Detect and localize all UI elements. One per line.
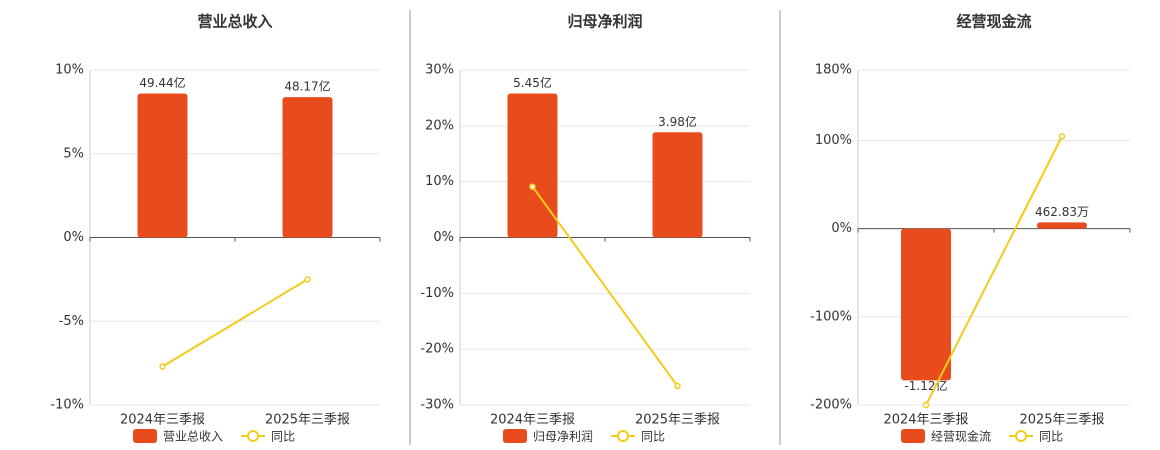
legend-swatch <box>1015 430 1028 442</box>
value-label: 3.98亿 <box>658 114 697 129</box>
y-tick-label: -100% <box>810 309 852 324</box>
chart-title: 营业总收入 <box>197 13 272 31</box>
legend-label: 同比 <box>641 430 665 444</box>
point-marker <box>304 276 311 283</box>
y-tick-label: 0% <box>831 221 852 236</box>
y-tick-label: 0% <box>63 230 84 245</box>
bar <box>901 228 951 381</box>
bar <box>282 97 333 238</box>
y-tick-label: 5% <box>63 146 84 161</box>
value-label: 5.45亿 <box>513 75 552 90</box>
point-marker <box>159 363 166 370</box>
y-tick-label: 10% <box>55 63 84 78</box>
y-tick-label: -20% <box>420 342 454 357</box>
bar <box>137 93 188 238</box>
chart-title: 经营现金流 <box>956 13 1031 31</box>
x-tick-label: 2024年三季报 <box>490 413 575 428</box>
y-tick-label: -200% <box>810 398 852 413</box>
point-marker <box>922 401 930 409</box>
value-label: -1.12亿 <box>904 378 947 393</box>
point-marker <box>674 382 681 390</box>
y-tick-label: 180% <box>815 63 852 78</box>
y-tick-label: -30% <box>420 398 454 413</box>
y-tick-label: -5% <box>59 314 84 329</box>
y-tick-label: -10% <box>50 398 84 413</box>
chart-title: 归母净利润 <box>567 13 642 31</box>
legend-swatch <box>901 429 925 443</box>
x-tick-label: 2025年三季报 <box>265 413 350 428</box>
legend-swatch <box>247 430 260 442</box>
y-tick-label: 20% <box>425 118 454 133</box>
y-tick-label: 10% <box>425 174 454 189</box>
bar <box>652 132 703 238</box>
legend-label: 同比 <box>271 430 295 444</box>
legend-swatch <box>503 429 527 443</box>
x-tick-label: 2025年三季报 <box>1019 413 1104 428</box>
line <box>531 186 679 387</box>
legend-swatch <box>133 429 157 443</box>
value-label: 48.17亿 <box>284 79 330 94</box>
line <box>925 135 1063 406</box>
legend-label: 经营现金流 <box>931 429 991 444</box>
x-tick-label: 2024年三季报 <box>883 413 968 428</box>
line <box>161 278 309 368</box>
x-tick-label: 2025年三季报 <box>635 413 720 428</box>
value-label: 462.83万 <box>1035 205 1089 219</box>
y-tick-label: 0% <box>433 230 454 245</box>
x-tick-label: 2024年三季报 <box>120 413 205 428</box>
y-tick-label: 100% <box>815 133 852 148</box>
legend-swatch <box>617 430 630 442</box>
legend-label: 同比 <box>1039 430 1063 444</box>
value-label: 49.44亿 <box>139 75 185 90</box>
legend-label: 营业总收入 <box>163 430 223 444</box>
point-marker <box>529 183 536 190</box>
y-tick-label: -10% <box>420 286 454 301</box>
bar <box>507 93 558 238</box>
y-tick-label: 30% <box>425 63 454 78</box>
point-marker <box>1058 133 1066 140</box>
legend-label: 归母净利润 <box>533 430 593 444</box>
bar <box>1037 222 1087 229</box>
